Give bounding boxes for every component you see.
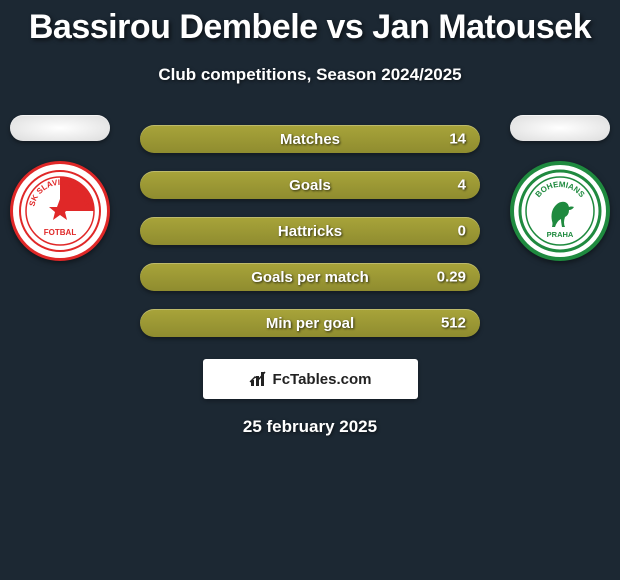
comparison-container: SK SLAVIA PRAHA FOTBAL BOHEMIANS PRAHA: [0, 125, 620, 437]
stat-value: 4: [458, 177, 466, 194]
left-crest: SK SLAVIA PRAHA FOTBAL: [10, 161, 110, 261]
chart-icon: [249, 370, 267, 388]
page-title: Bassirou Dembele vs Jan Matousek: [0, 0, 620, 47]
right-player-chip: [510, 115, 610, 141]
stat-value: 0: [458, 223, 466, 240]
stat-value: 14: [449, 131, 466, 148]
stat-row-matches: Matches 14: [140, 125, 480, 153]
stat-row-min-per-goal: Min per goal 512: [140, 309, 480, 337]
stat-row-goals: Goals 4: [140, 171, 480, 199]
date-text: 25 february 2025: [0, 417, 620, 437]
stat-label: Goals: [289, 177, 331, 194]
right-crest: BOHEMIANS PRAHA: [510, 161, 610, 261]
stat-label: Min per goal: [266, 315, 354, 332]
bohemians-crest-icon: BOHEMIANS PRAHA: [518, 169, 602, 253]
stat-value: 512: [441, 315, 466, 332]
stat-label: Matches: [280, 131, 340, 148]
stat-value: 0.29: [437, 269, 466, 286]
subtitle: Club competitions, Season 2024/2025: [0, 65, 620, 85]
stat-bars: Matches 14 Goals 4 Hattricks 0 Goals per…: [140, 125, 480, 337]
stat-row-hattricks: Hattricks 0: [140, 217, 480, 245]
left-player-chip: [10, 115, 110, 141]
stat-label: Hattricks: [278, 223, 342, 240]
stat-label: Goals per match: [251, 269, 369, 286]
slavia-crest-icon: SK SLAVIA PRAHA FOTBAL: [18, 169, 102, 253]
credit-text: FcTables.com: [273, 371, 372, 388]
left-side: SK SLAVIA PRAHA FOTBAL: [10, 115, 110, 261]
svg-text:PRAHA: PRAHA: [547, 230, 574, 239]
right-side: BOHEMIANS PRAHA: [510, 115, 610, 261]
credit-box: FcTables.com: [203, 359, 418, 399]
stat-row-goals-per-match: Goals per match 0.29: [140, 263, 480, 291]
svg-text:FOTBAL: FOTBAL: [44, 228, 77, 237]
